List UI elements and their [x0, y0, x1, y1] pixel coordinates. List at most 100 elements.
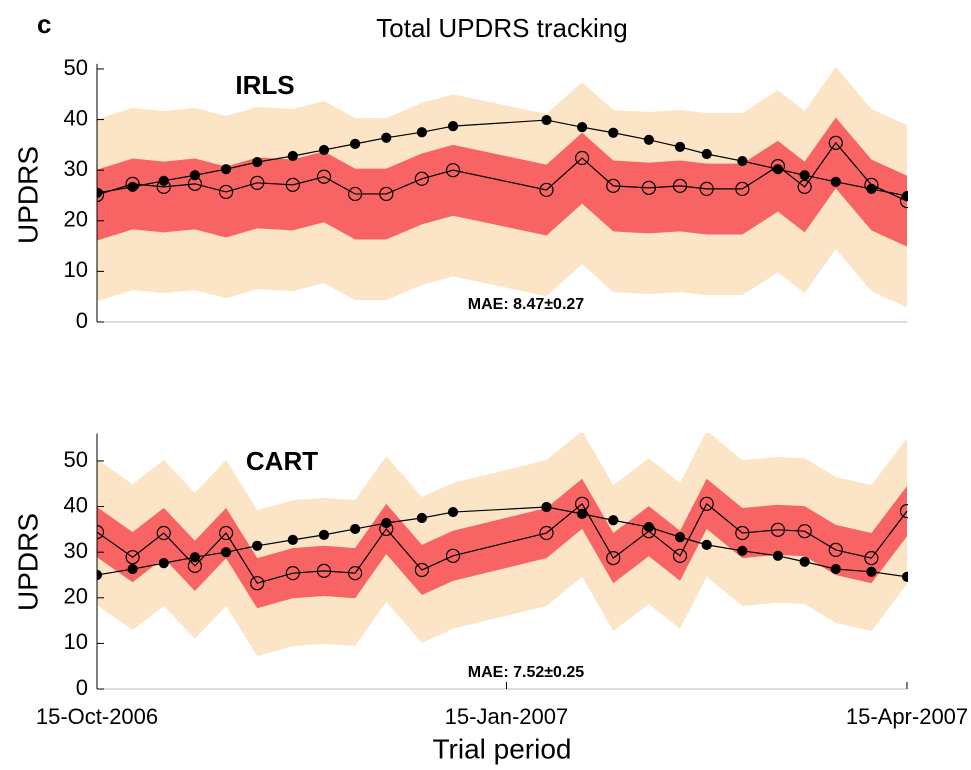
- filled-marker: [252, 156, 263, 168]
- filled-marker: [287, 150, 298, 162]
- y-tick-label: 20: [64, 207, 88, 232]
- filled-marker: [901, 571, 908, 582]
- filled-marker: [447, 506, 459, 518]
- open-marker: [218, 184, 234, 200]
- filled-marker: [350, 523, 361, 535]
- open-marker: [348, 186, 363, 202]
- filled-marker: [608, 515, 619, 526]
- open-marker: [699, 181, 714, 197]
- open-marker: [641, 524, 656, 539]
- filled-marker: [416, 512, 427, 524]
- y-axis-label: UPDRS: [12, 146, 43, 244]
- open-marker: [156, 179, 171, 194]
- method-label: CART: [246, 446, 318, 476]
- open-marker: [316, 563, 332, 578]
- y-tick-label: 50: [64, 447, 88, 472]
- filled-marker: [643, 134, 654, 145]
- x-tick-label: 15-Jan-2007: [445, 704, 569, 729]
- y-tick-label: 20: [64, 584, 88, 609]
- filled-marker: [318, 144, 330, 156]
- open-marker: [606, 178, 621, 193]
- open-marker: [539, 525, 554, 541]
- filled-marker: [772, 550, 784, 561]
- y-tick-label: 10: [64, 257, 88, 282]
- open-marker: [828, 542, 843, 557]
- filled-marker: [830, 563, 841, 575]
- filled-marker: [350, 138, 361, 149]
- filled-marker: [287, 534, 298, 545]
- y-tick-label: 0: [76, 308, 88, 333]
- open-marker: [445, 163, 461, 178]
- y-tick-label: 30: [64, 538, 88, 563]
- y-axis-label: UPDRS: [12, 513, 43, 611]
- open-marker: [379, 521, 394, 537]
- open-marker: [414, 171, 429, 186]
- filled-marker: [608, 127, 619, 138]
- panel-label: c: [37, 9, 51, 39]
- open-marker: [379, 186, 394, 202]
- y-tick-label: 0: [76, 675, 88, 700]
- y-tick-label: 40: [64, 492, 88, 517]
- filled-marker: [97, 187, 103, 199]
- open-marker: [770, 159, 786, 174]
- open-marker: [575, 496, 590, 511]
- chart-title: Total UPDRS tracking: [376, 13, 627, 43]
- filled-marker: [701, 539, 712, 550]
- open-marker: [797, 524, 812, 539]
- filled-marker: [643, 521, 654, 533]
- open-marker: [735, 525, 750, 541]
- open-marker: [156, 525, 171, 541]
- filled-marker: [447, 121, 459, 132]
- filled-marker: [772, 164, 784, 175]
- x-tick-label: 15-Oct-2006: [36, 704, 158, 729]
- filled-marker: [127, 563, 138, 575]
- filled-marker: [127, 181, 138, 192]
- open-marker: [250, 576, 265, 591]
- open-marker: [250, 175, 265, 190]
- filled-marker: [577, 122, 588, 133]
- open-marker: [285, 177, 300, 192]
- filled-marker: [416, 127, 427, 138]
- series-line: [97, 502, 908, 584]
- open-marker: [797, 179, 812, 194]
- mae-label: MAE: 7.52±0.25: [468, 664, 584, 681]
- filled-marker: [97, 569, 103, 581]
- open-marker: [864, 551, 879, 566]
- open-marker: [218, 525, 234, 541]
- method-label: IRLS: [235, 70, 294, 100]
- filled-marker: [541, 114, 552, 126]
- filled-marker: [252, 540, 263, 551]
- filled-marker: [737, 155, 748, 167]
- filled-marker: [541, 501, 552, 513]
- open-marker: [285, 566, 300, 581]
- filled-marker: [701, 148, 712, 160]
- y-tick-label: 10: [64, 629, 88, 654]
- filled-marker: [866, 183, 877, 195]
- open-marker: [316, 169, 332, 184]
- open-marker: [97, 187, 105, 203]
- filled-marker: [381, 132, 392, 143]
- open-marker: [575, 150, 590, 166]
- filled-marker: [577, 508, 588, 519]
- y-tick-label: 50: [64, 55, 88, 80]
- open-marker: [97, 525, 105, 540]
- filled-marker: [830, 176, 841, 187]
- x-tick-label: 15-Apr-2007: [846, 704, 968, 729]
- open-marker: [672, 178, 688, 193]
- open-marker: [828, 135, 843, 150]
- interval-band: [97, 117, 907, 247]
- open-marker: [539, 182, 554, 198]
- filled-marker: [866, 566, 877, 577]
- filled-marker: [674, 141, 686, 152]
- y-tick-label: 40: [64, 105, 88, 130]
- filled-marker: [799, 170, 810, 181]
- open-marker: [348, 566, 363, 581]
- filled-marker: [220, 547, 232, 558]
- filled-marker: [220, 164, 232, 175]
- open-marker: [899, 193, 908, 209]
- filled-marker: [158, 558, 169, 569]
- plot-area: [97, 66, 908, 308]
- open-marker: [445, 548, 461, 563]
- open-marker: [672, 548, 688, 563]
